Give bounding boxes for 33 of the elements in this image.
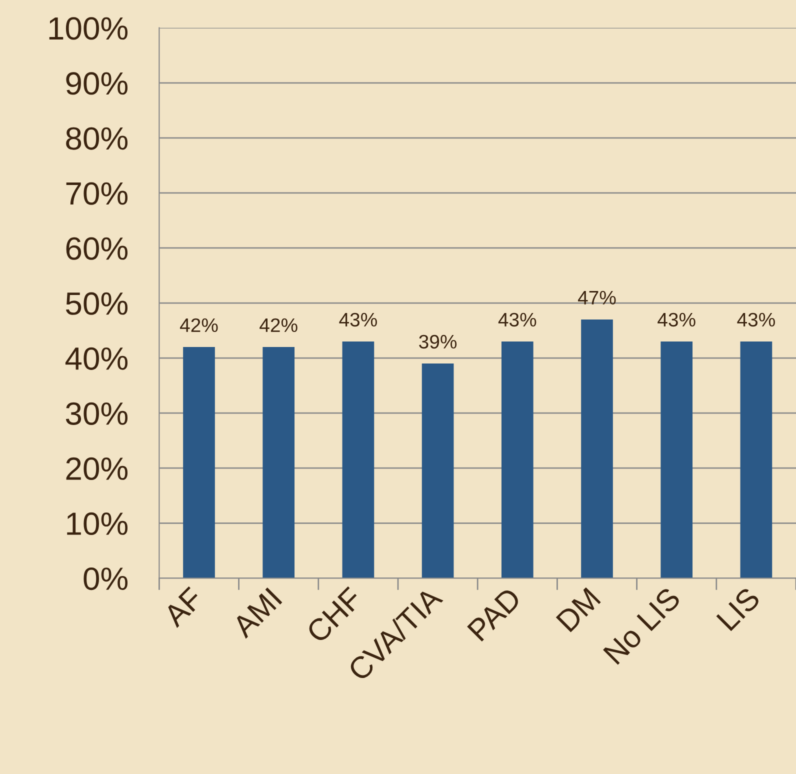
data-label: 43%: [339, 312, 377, 327]
y-tick-label: 10%: [67, 512, 128, 536]
bar: [660, 342, 693, 578]
y-tick-label: 50%: [66, 292, 128, 315]
data-label: 39%: [419, 334, 457, 349]
y-tick-label: 40%: [65, 347, 128, 370]
x-tick-label: AF: [162, 586, 204, 628]
data-label: 43%: [498, 312, 536, 327]
bar: [581, 320, 613, 578]
x-tick-label: PAD: [467, 586, 522, 642]
bar: [342, 342, 374, 578]
x-tick-label: DM: [556, 587, 601, 632]
y-tick-label: 70%: [66, 182, 128, 205]
data-label: 43%: [658, 312, 696, 327]
y-tick-label: 80%: [66, 127, 128, 150]
data-label: 47%: [578, 290, 616, 304]
data-label: 42%: [180, 318, 218, 332]
y-tick-label: 20%: [66, 457, 128, 480]
y-tick-label: 0%: [84, 567, 128, 590]
y-tick-label: 30%: [66, 402, 128, 425]
y-tick-label: 100%: [49, 17, 128, 40]
y-tick-label: 60%: [66, 237, 128, 260]
y-tick-label: 90%: [66, 72, 128, 95]
x-tick-label: AMI: [230, 588, 282, 639]
bar: [501, 342, 534, 578]
bar: [740, 342, 772, 578]
bar: [422, 364, 454, 578]
data-label: 42%: [260, 318, 298, 332]
x-tick-label: LIS: [716, 586, 762, 632]
bar: [183, 347, 215, 578]
data-label: 43%: [737, 312, 775, 327]
bar: [262, 347, 295, 578]
x-tick-label: No LIS: [602, 586, 682, 665]
